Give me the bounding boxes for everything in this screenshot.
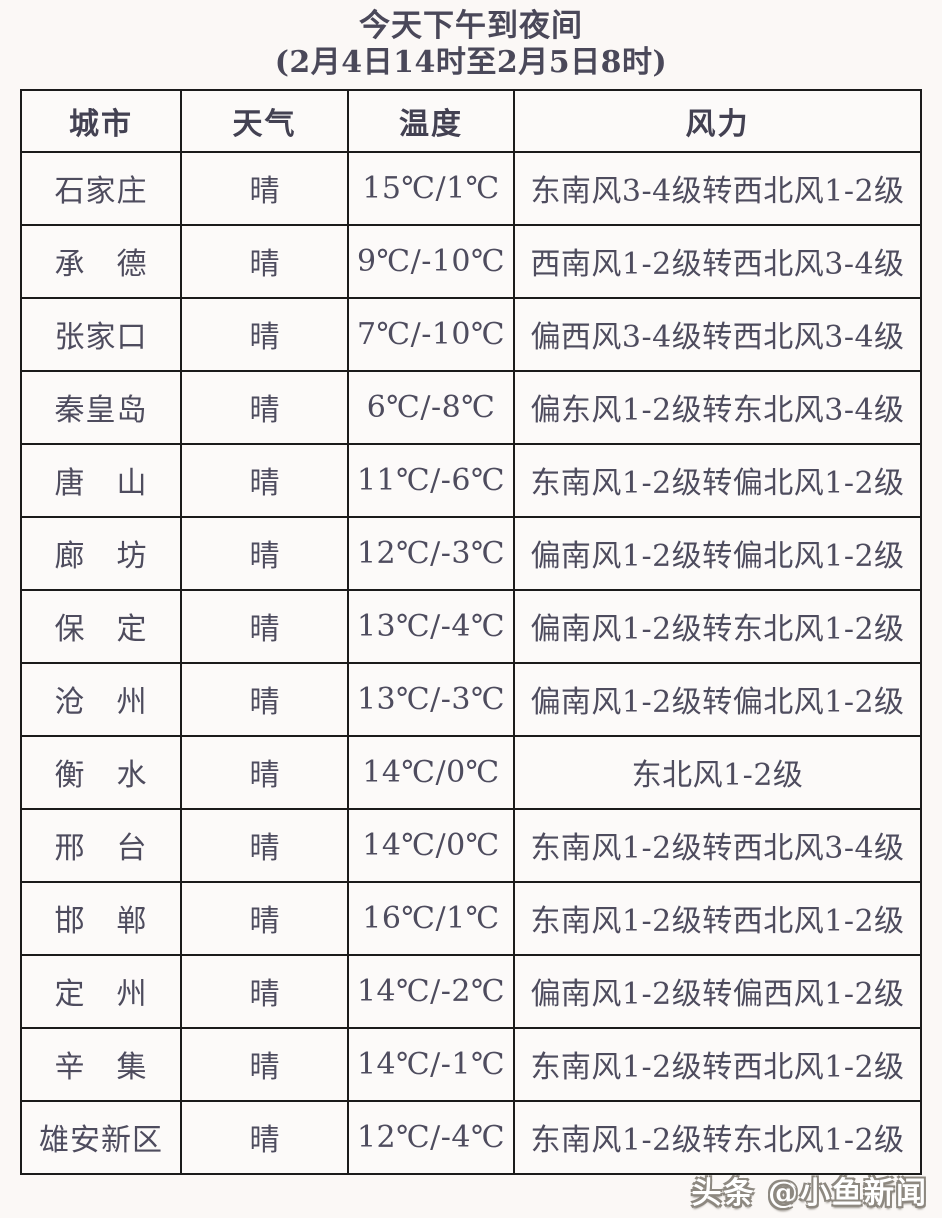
weather-cell: 晴 [180, 953, 349, 1029]
weather-cell: 晴 [180, 588, 349, 664]
temp-cell: 14℃/0℃ [347, 734, 515, 810]
temp-cell: 11℃/-6℃ [347, 442, 515, 518]
temp-cell: 16℃/1℃ [347, 880, 515, 956]
weather-cell: 晴 [180, 880, 349, 956]
weather-cell: 晴 [180, 150, 349, 226]
weather-cell: 晴 [180, 296, 349, 372]
wind-cell: 偏南风1-2级转偏北风1-2级 [513, 515, 922, 591]
wind-cell: 偏西风3-4级转西北风3-4级 [513, 296, 922, 372]
temp-cell: 12℃/-4℃ [347, 1099, 515, 1175]
city-cell: 辛 集 [20, 1026, 182, 1102]
temp-cell: 7℃/-10℃ [347, 296, 515, 372]
temp-cell: 14℃/-1℃ [347, 1026, 515, 1102]
table-row: 邢 台晴 14℃/0℃ 东南风1-2级转西北风3-4级 [20, 807, 922, 883]
header-weather: 天气 [180, 88, 349, 153]
table-row: 沧 州晴 13℃/-3℃ 偏南风1-2级转偏北风1-2级 [20, 661, 922, 737]
title-date-range: (2月4日14时至2月5日8时) [274, 44, 668, 80]
wind-cell: 偏南风1-2级转偏北风1-2级 [513, 661, 922, 737]
weather-cell: 晴 [180, 515, 349, 591]
wind-cell: 西南风1-2级转西北风3-4级 [513, 223, 922, 299]
wind-cell: 偏南风1-2级转东北风1-2级 [513, 588, 922, 664]
table-row: 廊 坊晴 12℃/-3℃ 偏南风1-2级转偏北风1-2级 [20, 515, 922, 591]
watermark-credit: 头条 @小鱼新闻 [691, 1176, 928, 1211]
temp-cell: 6℃/-8℃ [347, 369, 515, 445]
header-row: 城市 天气 温度 风力 [20, 88, 922, 153]
temp-cell: 13℃/-3℃ [347, 661, 515, 737]
table-row: 张家口晴 7℃/-10℃ 偏西风3-4级转西北风3-4级 [20, 296, 922, 372]
title-period: 今天下午到夜间 [359, 8, 583, 44]
table-row: 衡 水晴 14℃/0℃ 东北风1-2级 [20, 734, 922, 810]
city-cell: 邯 郸 [20, 880, 182, 956]
city-cell: 唐 山 [20, 442, 182, 518]
table-row: 石家庄晴 15℃/1℃ 东南风3-4级转西北风1-2级 [20, 150, 922, 226]
table-row: 定 州晴 14℃/-2℃ 偏南风1-2级转偏西风1-2级 [20, 953, 922, 1029]
city-cell: 廊 坊 [20, 515, 182, 591]
city-cell: 承 德 [20, 223, 182, 299]
table-row: 雄安新区晴 12℃/-4℃ 东南风1-2级转东北风1-2级 [20, 1099, 922, 1175]
weather-cell: 晴 [180, 661, 349, 737]
page-title: 今天下午到夜间 (2月4日14时至2月5日8时) [0, 0, 942, 80]
temp-cell: 14℃/-2℃ [347, 953, 515, 1029]
temp-cell: 15℃/1℃ [347, 150, 515, 226]
table-row: 承 德晴 9℃/-10℃ 西南风1-2级转西北风3-4级 [20, 223, 922, 299]
wind-cell: 东南风3-4级转西北风1-2级 [513, 150, 922, 226]
table-row: 保 定晴 13℃/-4℃ 偏南风1-2级转东北风1-2级 [20, 588, 922, 664]
weather-forecast-table: 城市 天气 温度 风力 石家庄晴 15℃/1℃ 东南风3-4级转西北风1-2级承 德… [20, 88, 922, 1175]
wind-cell: 东南风1-2级转东北风1-2级 [513, 1099, 922, 1175]
table-row: 辛 集晴 14℃/-1℃ 东南风1-2级转西北风1-2级 [20, 1026, 922, 1102]
table-header: 城市 天气 温度 风力 [20, 88, 922, 153]
table-row: 唐 山晴 11℃/-6℃ 东南风1-2级转偏北风1-2级 [20, 442, 922, 518]
weather-cell: 晴 [180, 223, 349, 299]
city-cell: 雄安新区 [20, 1099, 182, 1175]
wind-cell: 东南风1-2级转西北风1-2级 [513, 1026, 922, 1102]
table-row: 秦皇岛晴 6℃/-8℃ 偏东风1-2级转东北风3-4级 [20, 369, 922, 445]
wind-cell: 东南风1-2级转偏北风1-2级 [513, 442, 922, 518]
weather-table-body: 石家庄晴 15℃/1℃ 东南风3-4级转西北风1-2级承 德晴 9℃/-10℃ 西南风1… [20, 150, 922, 1175]
wind-cell: 东南风1-2级转西北风3-4级 [513, 807, 922, 883]
weather-cell: 晴 [180, 442, 349, 518]
temp-cell: 13℃/-4℃ [347, 588, 515, 664]
weather-cell: 晴 [180, 807, 349, 883]
city-cell: 秦皇岛 [20, 369, 182, 445]
wind-cell: 偏东风1-2级转东北风3-4级 [513, 369, 922, 445]
header-city: 城市 [20, 88, 182, 153]
temp-cell: 9℃/-10℃ [347, 223, 515, 299]
city-cell: 张家口 [20, 296, 182, 372]
temp-cell: 12℃/-3℃ [347, 515, 515, 591]
city-cell: 沧 州 [20, 661, 182, 737]
header-temp: 温度 [347, 88, 515, 153]
weather-cell: 晴 [180, 1026, 349, 1102]
city-cell: 定 州 [20, 953, 182, 1029]
city-cell: 衡 水 [20, 734, 182, 810]
weather-cell: 晴 [180, 734, 349, 810]
header-wind: 风力 [513, 88, 922, 153]
temp-cell: 14℃/0℃ [347, 807, 515, 883]
table-row: 邯 郸晴 16℃/1℃ 东南风1-2级转西北风1-2级 [20, 880, 922, 956]
wind-cell: 偏南风1-2级转偏西风1-2级 [513, 953, 922, 1029]
weather-cell: 晴 [180, 1099, 349, 1175]
city-cell: 保 定 [20, 588, 182, 664]
weather-cell: 晴 [180, 369, 349, 445]
city-cell: 邢 台 [20, 807, 182, 883]
city-cell: 石家庄 [20, 150, 182, 226]
wind-cell: 东南风1-2级转西北风1-2级 [513, 880, 922, 956]
wind-cell: 东北风1-2级 [513, 734, 922, 810]
